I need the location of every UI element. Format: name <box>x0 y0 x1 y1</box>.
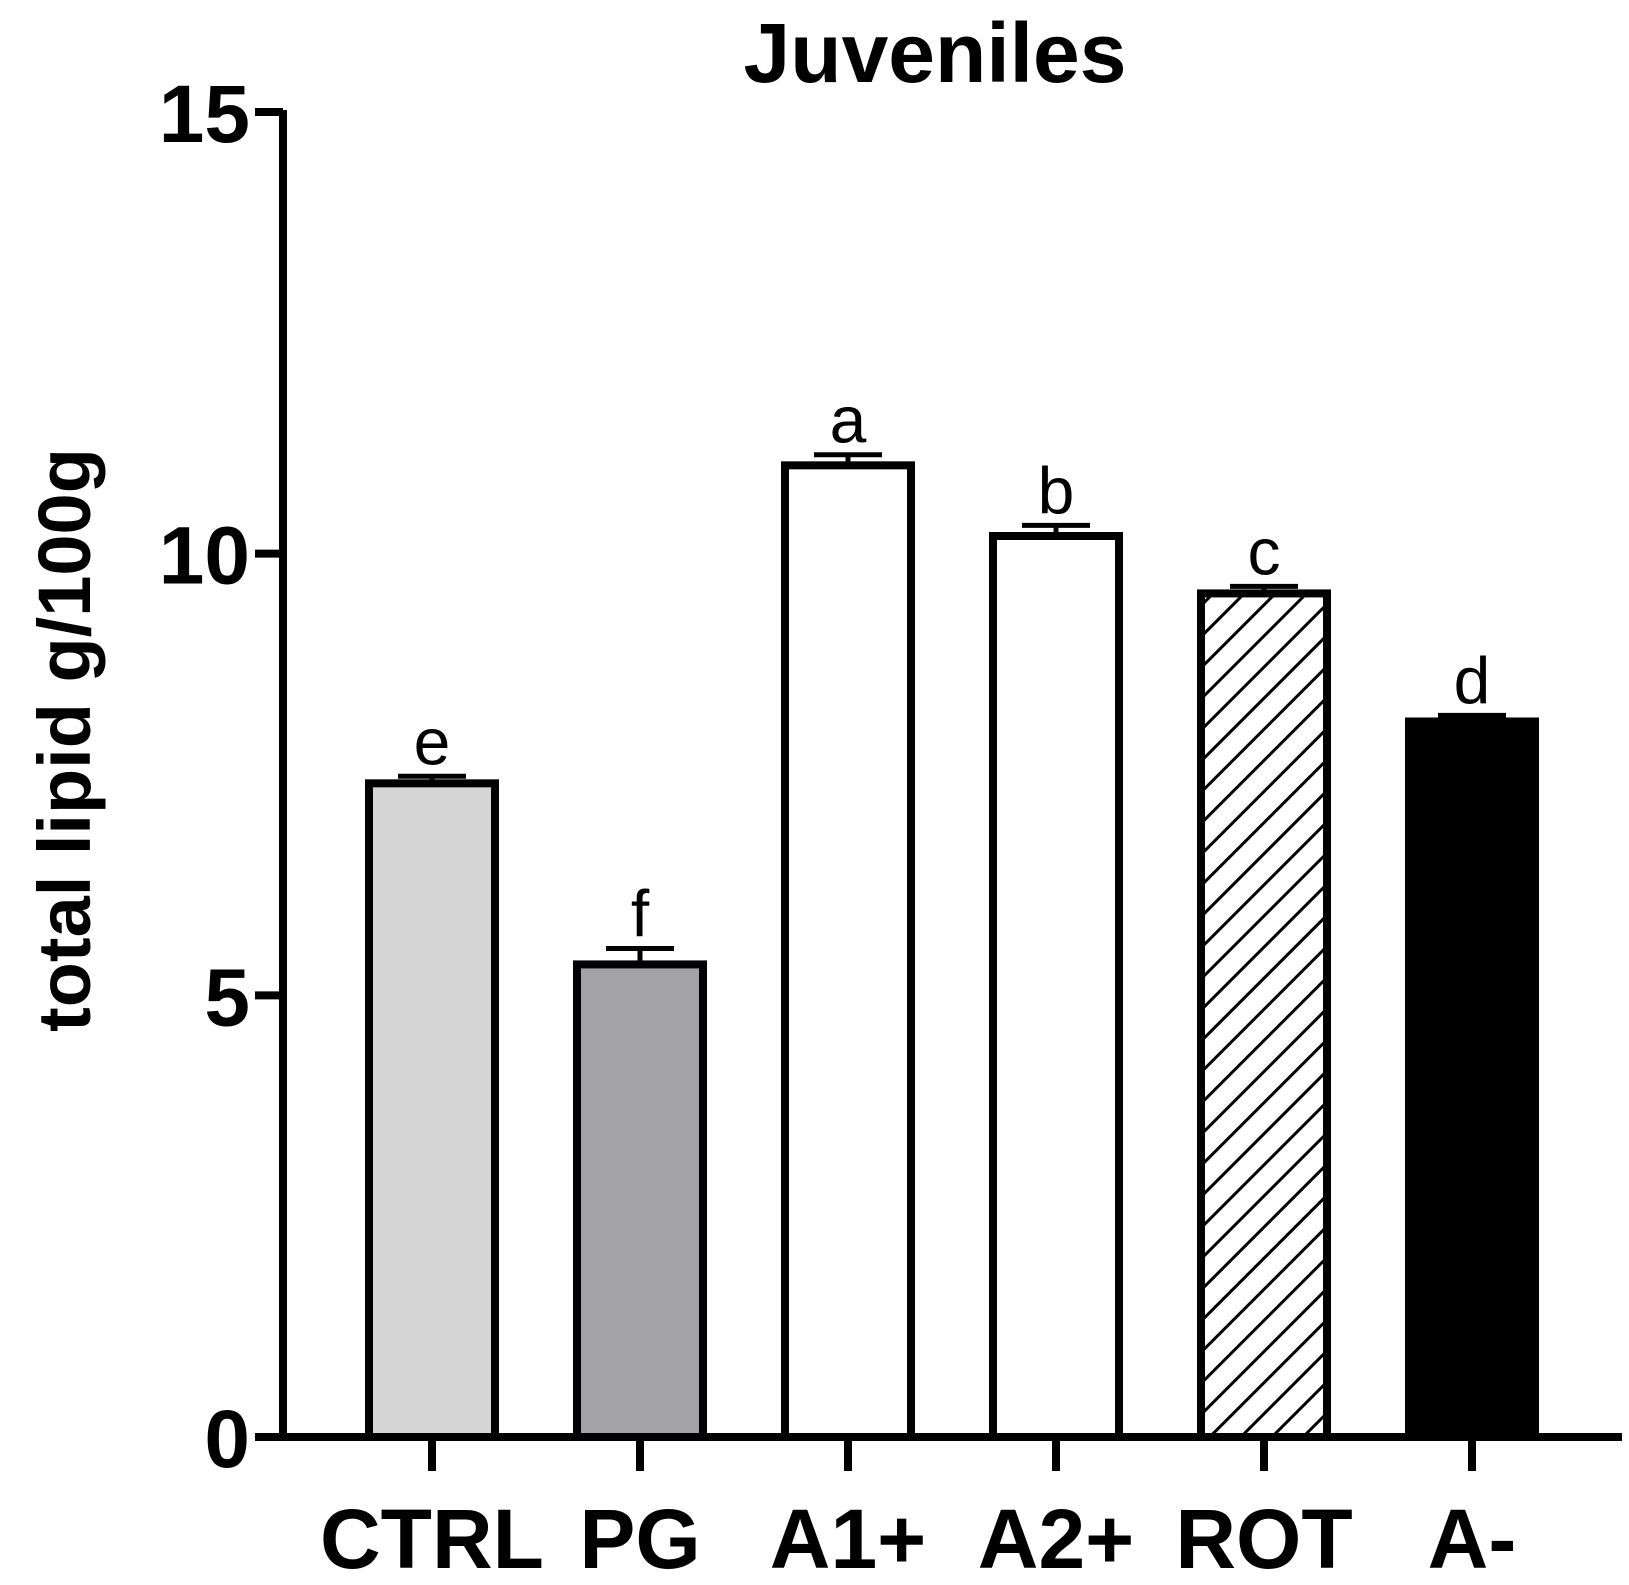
significance-label: f <box>631 877 650 951</box>
bar <box>1197 589 1331 1441</box>
significance-label: b <box>1038 453 1075 527</box>
significance-label: d <box>1454 643 1491 717</box>
y-tick-label: 0 <box>204 1394 250 1485</box>
x-tick-label: A1+ <box>770 1492 926 1585</box>
x-tick-label: PG <box>579 1492 700 1585</box>
bar <box>781 461 915 1442</box>
chart-title: Juveniles <box>744 6 1127 100</box>
significance-label: c <box>1248 514 1281 588</box>
bar <box>365 779 499 1441</box>
bar <box>1405 717 1539 1441</box>
y-tick-label: 15 <box>159 69 250 160</box>
y-tick-label: 10 <box>159 511 250 602</box>
x-tick-label: A2+ <box>978 1492 1134 1585</box>
y-axis-label: total lipid g/100g <box>23 448 106 1032</box>
x-tick-label: CTRL <box>320 1492 544 1585</box>
x-tick-label: A- <box>1428 1492 1517 1585</box>
y-tick-label: 5 <box>204 952 250 1043</box>
bar <box>573 960 707 1442</box>
significance-label: a <box>830 383 867 457</box>
bar <box>989 532 1123 1441</box>
significance-label: e <box>414 704 451 778</box>
x-tick-label: ROT <box>1175 1492 1352 1585</box>
